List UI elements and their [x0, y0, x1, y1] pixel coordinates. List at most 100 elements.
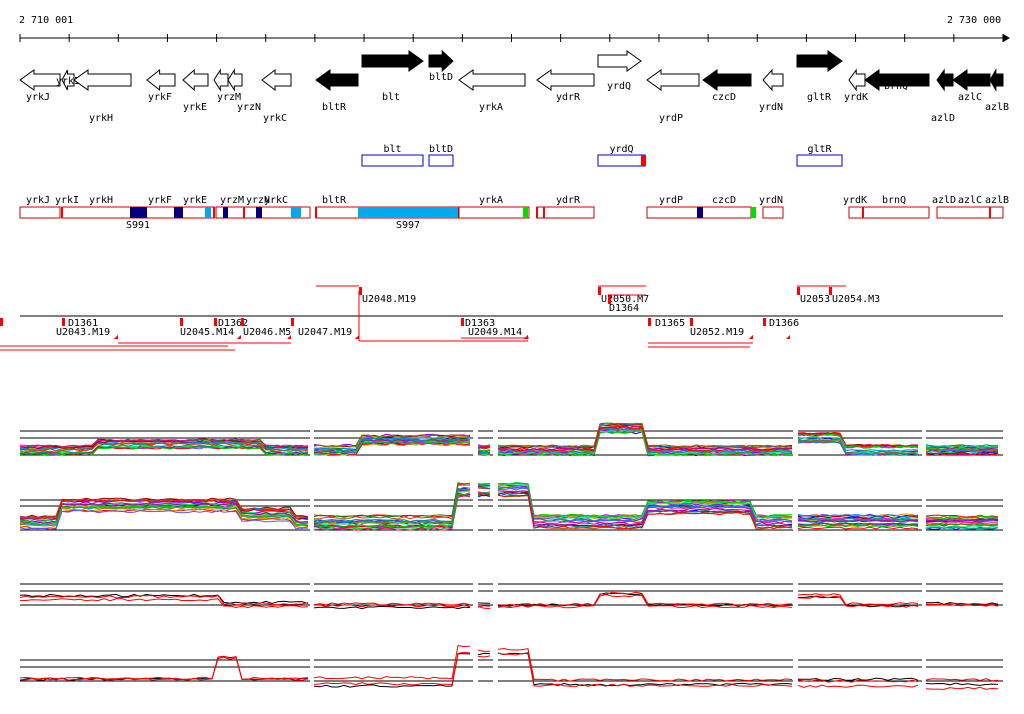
profile-panel-1-series	[497, 422, 793, 448]
feature-marker	[241, 318, 244, 326]
profile-panel-3-gap	[310, 580, 314, 616]
feature-marker	[797, 287, 800, 295]
sigma-bar	[205, 207, 211, 218]
feature-marker	[608, 296, 611, 304]
gene-label-yrzn: yrzN	[237, 102, 261, 113]
profile-panel-3-gap	[922, 580, 926, 616]
gene-arrow-czcd	[702, 69, 752, 91]
operon-label-yrdk: yrdK	[843, 195, 867, 206]
profile-panel-2-gap	[473, 471, 478, 544]
gene-arrow-yrzm	[213, 68, 229, 92]
feature-label-u2045-m14: U2045.M14	[180, 327, 234, 338]
gene-label-bltd: bltD	[429, 72, 453, 83]
gene-arrow-yrzn	[227, 68, 243, 92]
feature-label-u2050-m7: U2050.M7	[601, 294, 649, 305]
operon-label-yrka: yrkA	[479, 195, 503, 206]
profile-panel-2-series	[19, 506, 309, 527]
feature-label-u2047-m19: U2047.M19	[298, 327, 352, 338]
regulated-track: blt bltD yrdQ gltR	[361, 144, 843, 167]
operon-box	[536, 206, 595, 219]
profile-panel-1-series	[313, 438, 470, 452]
profile-panel-3-series	[313, 603, 471, 608]
profile-panel-1-series	[19, 443, 309, 454]
green-marker	[751, 207, 756, 218]
regulated-label-gltr: gltR	[807, 144, 832, 155]
profile-panel-2-series	[313, 495, 471, 531]
operon-box	[762, 206, 784, 219]
feature-label-u2043-m19: U2043.M19	[56, 327, 110, 338]
profile-panel-3-series	[797, 595, 919, 608]
profile-panel-1-series	[925, 445, 999, 449]
profile-panel-1-series	[477, 453, 491, 456]
profile-panel-4-gap	[493, 641, 498, 699]
gene-label-czcd: czcD	[712, 92, 736, 103]
profile-panel-4-gap	[922, 641, 926, 699]
profile-panel-2-series	[797, 519, 919, 523]
feature-label-d1362: D1362	[218, 318, 248, 329]
operon-label-azld: azlD	[932, 195, 956, 206]
profile-panel-1-series	[477, 445, 491, 449]
profile-panel-2-series	[19, 499, 309, 520]
feature-marker	[763, 318, 766, 326]
gene-arrow-azld	[936, 68, 954, 92]
profile-panel-1-series	[19, 438, 308, 448]
gene-arrow-yrki	[61, 69, 75, 91]
gene-arrow-gltr	[796, 50, 843, 72]
operon-label-bltr: bltR	[322, 195, 347, 206]
profile-panel-3-series	[497, 593, 793, 609]
gene-arrow-bltr	[315, 69, 359, 91]
profile-panel-1-series	[925, 446, 999, 450]
feature-marker	[291, 318, 294, 326]
gene-arrow-yrkf	[146, 68, 176, 92]
operon-label-yrkf: yrkF	[148, 195, 172, 206]
dark-block	[223, 207, 228, 218]
gene-label-yrzm: yrzM	[217, 92, 241, 103]
feature-end-icon	[237, 335, 241, 339]
feature-end-icon	[749, 335, 753, 339]
ruler-start-label: 2 710 001	[19, 15, 73, 26]
gene-arrow-azlc	[952, 69, 991, 91]
operon-label-yrkh: yrkH	[89, 195, 113, 206]
gene-label-azlc: azlC	[958, 92, 982, 103]
expression-profiles	[19, 414, 1003, 699]
profile-panel-4-series	[20, 656, 309, 681]
profile-panel-2-series	[925, 522, 999, 526]
profile-panel-2-gap	[310, 471, 314, 544]
gene-arrow-brnq	[864, 69, 930, 91]
gene-label-yrkc: yrkC	[263, 113, 287, 124]
gene-label-yrdq: yrdQ	[607, 81, 631, 92]
dark-block	[697, 207, 703, 218]
gene-label-yrkj: yrkJ	[26, 92, 50, 103]
profile-panel-2-series	[313, 492, 471, 528]
profile-panel-3-series	[925, 602, 999, 607]
feature-marker	[62, 318, 65, 326]
profile-panel-2-series	[925, 518, 999, 522]
profile-panel-2-series	[925, 521, 999, 525]
profile-panel-1-series	[477, 451, 491, 454]
profile-panel-3-series	[19, 597, 309, 609]
gene-arrow-yrke	[182, 68, 209, 92]
dark-block	[130, 207, 147, 218]
operon-label-yrdp: yrdP	[659, 195, 683, 206]
profile-panel-1-series	[313, 442, 471, 456]
feature-label-u2052-m19: U2052.M19	[690, 327, 744, 338]
feature-label-d1364: D1364	[609, 303, 639, 314]
profile-panel-4-series	[497, 647, 793, 682]
profile-panel-2-series	[797, 517, 919, 521]
gene-arrow-yrkj	[19, 69, 61, 91]
feature-marker	[214, 318, 217, 326]
feature-marker	[461, 318, 464, 326]
operon-label-czcd: czcD	[712, 195, 736, 206]
profile-panel-1-series	[925, 444, 999, 448]
profile-panel-3-gap	[473, 580, 478, 616]
profile-panel-2-series	[19, 508, 309, 530]
operon-label-ydrr: ydrR	[556, 195, 581, 206]
gene-label-azlb: azlB	[985, 102, 1009, 113]
feature-label-u2049-m14: U2049.M14	[468, 327, 522, 338]
profile-panel-2-gap	[922, 471, 926, 544]
profile-panel-1-series	[477, 446, 491, 449]
profile-panel-4-gap	[473, 641, 478, 699]
sigma-bar	[291, 207, 301, 218]
